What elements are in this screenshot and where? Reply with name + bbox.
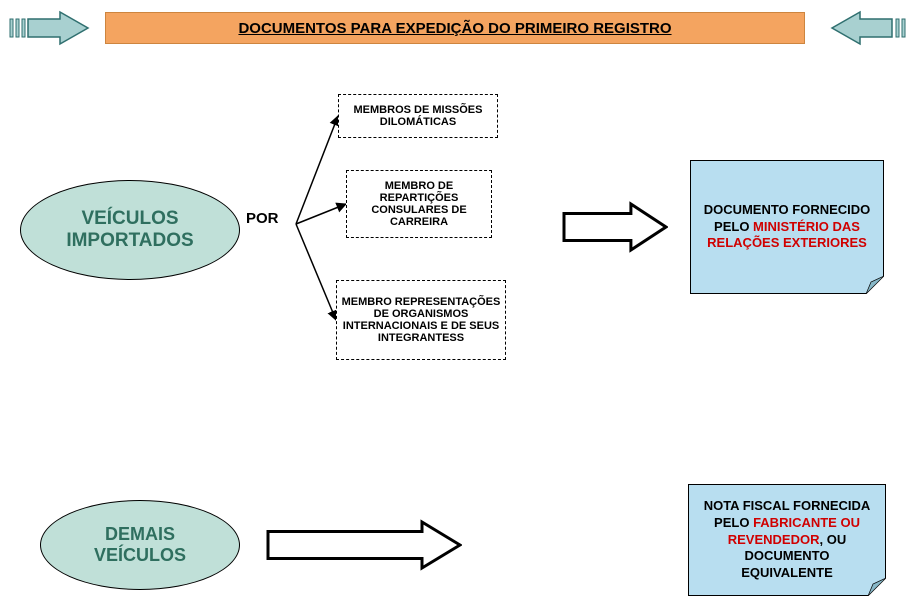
header-arrow-left [6, 8, 90, 48]
block-arrow-1 [562, 200, 668, 254]
por-label: POR [246, 210, 279, 227]
note-ministerio: DOCUMENTO FORNECIDO PELO MINISTÉRIO DAS … [690, 160, 884, 294]
title-bar: DOCUMENTOS PARA EXPEDIÇÃO DO PRIMEIRO RE… [105, 12, 805, 44]
dashed-box-consulares: MEMBRO DE REPARTIÇÕES CONSULARES DE CARR… [346, 170, 492, 238]
ellipse-demais-veiculos: DEMAISVEÍCULOS [40, 500, 240, 590]
block-arrow-2 [266, 518, 462, 572]
header-arrow-right [830, 8, 907, 48]
note-fabricante: NOTA FISCAL FORNECIDA PELO FABRICANTE OU… [688, 484, 886, 596]
ellipse-veiculos-importados: VEÍCULOSIMPORTADOS [20, 180, 240, 280]
title-text: DOCUMENTOS PARA EXPEDIÇÃO DO PRIMEIRO RE… [238, 20, 671, 37]
dashed-box-missoes: MEMBROS DE MISSÕES DILOMÁTICAS [338, 94, 498, 138]
dashed-box-organismos: MEMBRO REPRESENTAÇÕES DE ORGANISMOS INTE… [336, 280, 506, 360]
